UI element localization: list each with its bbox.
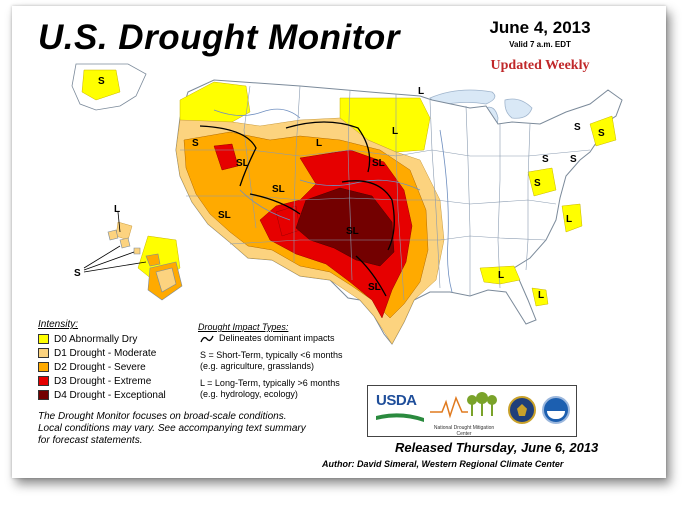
map-label-s: S — [570, 154, 577, 165]
legend-label: D4 Drought - Exceptional — [54, 389, 166, 401]
map-label-l: L — [418, 86, 424, 97]
map-label-sl: SL — [236, 158, 249, 169]
impact-long-term-example: (e.g. hydrology, ecology) — [200, 389, 298, 399]
legend-item-d3: D3 Drought - Extreme — [38, 375, 151, 387]
map-label-l: L — [566, 214, 572, 225]
map-label-sl: SL — [368, 282, 381, 293]
legend-label: D0 Abnormally Dry — [54, 333, 138, 345]
drought-layer-d4 — [295, 187, 395, 267]
map-label-sl: SL — [346, 226, 359, 237]
boundary-line-icon — [200, 335, 214, 343]
map-label-s: S — [98, 76, 105, 87]
impact-short-term: S = Short-Term, typically <6 months — [200, 350, 343, 360]
legend-swatch — [38, 348, 49, 358]
valid-time: Valid 7 a.m. EDT — [509, 40, 571, 49]
disclaimer-line: The Drought Monitor focuses on broad-sca… — [38, 411, 287, 422]
impact-short-term-example: (e.g. agriculture, grasslands) — [200, 361, 315, 371]
rivers — [213, 108, 453, 293]
disclaimer-line: Local conditions may vary. See accompany… — [38, 423, 306, 434]
map-label-group: S S SL L L L SL SL SL SL SL L S L L L S … — [74, 76, 605, 301]
partner-logos: USDA National Drought Mitigation Center — [367, 385, 577, 437]
map-label-s: S — [574, 122, 581, 133]
map-label-l: L — [392, 126, 398, 137]
legend-label: D2 Drought - Severe — [54, 361, 146, 373]
map-date: June 4, 2013 — [489, 18, 591, 37]
release-date: Released Thursday, June 6, 2013 — [395, 440, 599, 455]
hawaii-pointers — [83, 211, 147, 273]
impact-title: Drought Impact Types: — [198, 322, 289, 332]
legend-title: Intensity: — [38, 319, 79, 330]
alaska — [71, 63, 147, 111]
legend-swatch — [38, 376, 49, 386]
legend-swatch — [38, 334, 49, 344]
usda-logo: USDA — [376, 392, 424, 428]
legend-swatch — [38, 362, 49, 372]
map-label-l: L — [538, 290, 544, 301]
map-label-sl: SL — [218, 210, 231, 221]
map-label-s: S — [192, 138, 199, 149]
ndmc-label: National Drought Mitigation Center — [433, 425, 495, 437]
disclaimer-note: The Drought Monitor focuses on broad-sca… — [38, 411, 368, 447]
impact-boundary: Delineates dominant impacts — [219, 333, 335, 343]
map-label-sl: SL — [272, 184, 285, 195]
legend-item-d4: D4 Drought - Exceptional — [38, 389, 166, 401]
map-label-s: S — [542, 154, 549, 165]
map-label-l: L — [316, 138, 322, 149]
map-label-s: S — [74, 268, 81, 279]
noaa-seal-icon — [542, 396, 570, 424]
legend-item-d2: D2 Drought - Severe — [38, 361, 146, 373]
map-label-s: S — [534, 178, 541, 189]
legend-swatch — [38, 390, 49, 400]
state-lines — [180, 85, 591, 301]
map-label-l: L — [114, 204, 120, 215]
map-label-s: S — [598, 128, 605, 139]
map-label-sl: SL — [372, 158, 385, 169]
legend-label: D3 Drought - Extreme — [54, 375, 152, 387]
legend-label: D1 Drought - Moderate — [54, 347, 157, 359]
disclaimer-line: for forecast statements. — [38, 435, 143, 446]
impact-long-term: L = Long-Term, typically >6 months — [200, 378, 340, 388]
legend-item-d0: D0 Abnormally Dry — [38, 333, 137, 345]
author-credit: Author: David Simeral, Western Regional … — [322, 459, 564, 469]
impact-boundaries — [199, 121, 395, 297]
updated-weekly: Updated Weekly — [490, 58, 590, 73]
page-title: U.S. Drought Monitor — [38, 18, 400, 57]
map-label-l: L — [498, 270, 504, 281]
usda-logo-text: USDA — [376, 392, 417, 409]
legend-item-d1: D1 Drought - Moderate — [38, 347, 156, 359]
commerce-seal-icon — [508, 396, 536, 424]
hawaii — [107, 229, 183, 301]
ndmc-logo: National Drought Mitigation Center — [428, 390, 500, 437]
